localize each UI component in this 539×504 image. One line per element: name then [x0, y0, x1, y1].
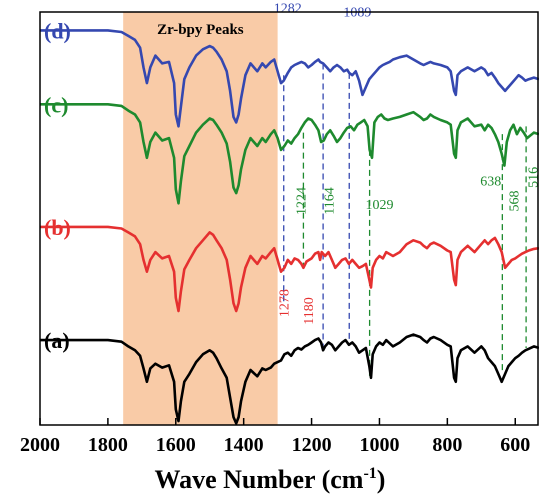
x-tick-label-800: 800 [432, 434, 462, 456]
series-labels: (a) (b) (c) (d) [44, 18, 71, 353]
annotation-568: 568 [508, 190, 523, 211]
annotation-1278: 1278 [277, 289, 292, 317]
x-tick-label-1400: 1400 [224, 434, 264, 456]
annotation-638: 638 [480, 174, 501, 189]
series-line-a [40, 333, 539, 425]
x-tick-label-600: 600 [500, 434, 530, 456]
annotation-1180: 1180 [302, 297, 317, 324]
annotation-1164: 1164 [323, 187, 338, 214]
zr-bpy-band-label: Zr-bpy Peaks [157, 22, 244, 38]
series-line-d [40, 29, 539, 128]
series-label-c: (c) [44, 92, 68, 117]
x-ticks: 2000 1800 1600 1400 1200 1000 800 600 [20, 418, 530, 456]
series-label-d: (d) [44, 18, 71, 43]
plot-frame [39, 11, 539, 426]
series-label-b: (b) [44, 215, 71, 240]
annotation-1224: 1224 [294, 187, 309, 215]
x-tick-label-1200: 1200 [292, 434, 332, 456]
series-line-c [40, 103, 539, 205]
x-tick-label-1800: 1800 [88, 434, 128, 456]
annotation-1282: 1282 [274, 1, 302, 16]
zr-bpy-highlight-band [123, 12, 278, 425]
annotation-1029: 1029 [365, 198, 393, 213]
series-line-b [40, 225, 539, 313]
x-tick-label-1600: 1600 [156, 434, 196, 456]
series-group [40, 29, 539, 425]
x-tick-label-2000: 2000 [20, 434, 60, 456]
x-axis-title: Wave Number (cm-1) [155, 465, 386, 494]
x-tick-label-1000: 1000 [359, 434, 399, 456]
guide-lines [283, 63, 527, 378]
x-axis-title-superscript: -1 [363, 465, 376, 482]
annotation-1166: 1166 [311, 0, 338, 1]
series-label-a: (a) [44, 328, 70, 353]
annotation-1089: 1089 [343, 5, 371, 20]
annotation-516: 516 [526, 167, 539, 188]
